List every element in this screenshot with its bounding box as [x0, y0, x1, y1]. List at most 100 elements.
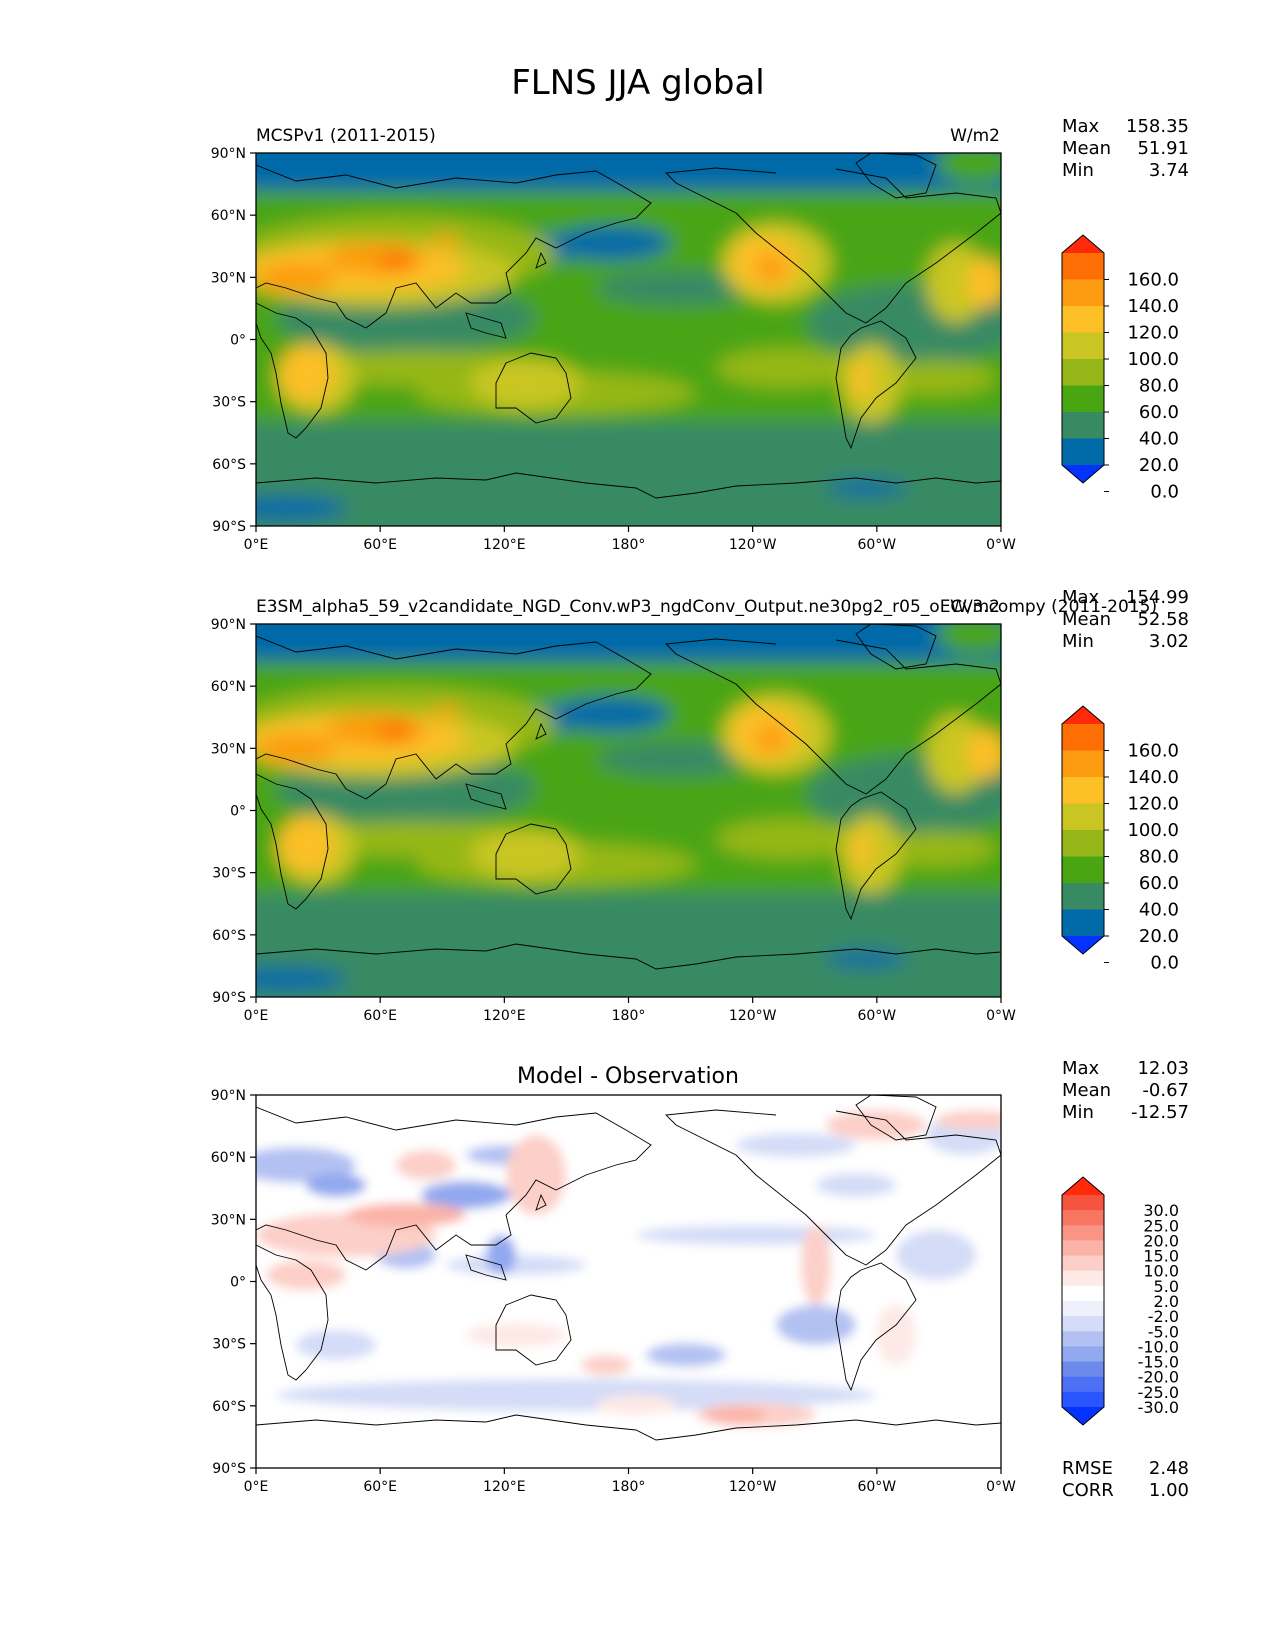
figure-title: FLNS JJA global: [511, 63, 765, 103]
panel-difference-colorbar: 30.025.020.015.010.05.02.0-2.0-5.0-10.0-…: [1061, 1176, 1179, 1426]
colorbar-label: 5.0: [1154, 1277, 1179, 1296]
panel-difference-stats: Max 12.03 Mean -0.67 Min -12.57: [1062, 1058, 1189, 1123]
lon-tick-label: 120°W: [729, 1479, 777, 1495]
stat-value: 51.91: [1137, 138, 1189, 159]
colorbar-label: 20.0: [1139, 455, 1179, 476]
lat-tick-label: 90°N: [211, 1088, 246, 1104]
lon-tick-label: 180°: [612, 1008, 646, 1024]
lon-tick-label: 120°E: [483, 537, 526, 553]
lon-tick-label: 0°E: [244, 537, 269, 553]
colorbar-extend-max: [1062, 1177, 1104, 1195]
lon-tick-label: 0°W: [986, 537, 1016, 553]
stat-label: Mean: [1062, 609, 1111, 630]
panel-test-colorbar: 160.0 140.0 120.0 100.0 80.0 60.0 40.0 20.0 0.0: [1061, 234, 1179, 503]
lat-tick-label: 90°N: [211, 146, 246, 162]
stat-label: Min: [1062, 160, 1094, 181]
colorbar-swatch: [1062, 385, 1104, 413]
lat-tick-label: 60°S: [212, 928, 246, 944]
lat-tick-label: 0°: [230, 333, 246, 349]
colorbar-swatch: [1062, 883, 1104, 910]
colorbar-swatch: [1062, 1301, 1104, 1317]
colorbar-label: 20.0: [1139, 926, 1179, 947]
colorbar-extend-max: [1062, 235, 1104, 253]
panel-test-field: [256, 153, 1001, 526]
stat-value: 3.74: [1149, 160, 1189, 181]
colorbar-swatch: [1062, 803, 1104, 831]
stat-value: 12.03: [1137, 1058, 1189, 1079]
colorbar-swatch: [1062, 1240, 1104, 1256]
lon-tick-label: 120°W: [729, 537, 777, 553]
panel-test-title: MCSPv1 (2011-2015): [256, 126, 436, 146]
lat-tick-label: 30°N: [211, 741, 246, 757]
stat-label: Max: [1062, 1058, 1100, 1079]
stat-label: Min: [1062, 1102, 1094, 1123]
lat-tick-label: 0°: [230, 1275, 246, 1291]
colorbar-label: 60.0: [1139, 873, 1179, 894]
lon-tick-label: 120°W: [729, 1008, 777, 1024]
lat-tick-label: 60°S: [212, 457, 246, 473]
lon-tick-label: 120°E: [483, 1008, 526, 1024]
panel-reference: E3SM_alpha5_59_v2candidate_NGD_Conv.wP3_…: [211, 587, 1189, 1024]
lat-tick-label: 60°N: [211, 679, 246, 695]
stat-value: 154.99: [1126, 587, 1189, 608]
lat-tick-label: 60°N: [211, 208, 246, 224]
lon-tick-label: 60°E: [363, 1008, 397, 1024]
lat-tick-label: 90°S: [212, 1461, 246, 1477]
stat-value: -0.67: [1142, 1080, 1189, 1101]
colorbar-label: 25.0: [1143, 1216, 1179, 1235]
colorbar-label: 10.0: [1143, 1262, 1179, 1281]
colorbar-swatch: [1062, 1346, 1104, 1362]
stat-value: 2.48: [1149, 1458, 1189, 1479]
colorbar-label: 20.0: [1143, 1231, 1179, 1250]
colorbar-label: -5.0: [1148, 1322, 1179, 1341]
colorbar-label: -10.0: [1138, 1337, 1179, 1356]
colorbar-swatch: [1062, 1331, 1104, 1347]
lat-tick-label: 90°S: [212, 990, 246, 1006]
colorbar-swatch: [1062, 1225, 1104, 1241]
colorbar-label: 160.0: [1127, 270, 1179, 291]
colorbar-label: 100.0: [1127, 820, 1179, 841]
stat-label: Min: [1062, 631, 1094, 652]
colorbar-label: -2.0: [1148, 1307, 1179, 1326]
colorbar-swatch: [1062, 724, 1104, 751]
stat-label: Max: [1062, 116, 1100, 137]
colorbar-swatch: [1062, 253, 1104, 280]
lat-tick-label: 60°S: [212, 1399, 246, 1415]
colorbar-swatch: [1062, 438, 1104, 466]
panel-reference-axes: 90°N 60°N 30°N 0° 30°S 60°S 90°S 0°E 60°E 120°E 18…: [211, 617, 1016, 1024]
panel-reference-stats: Max 154.99 Mean 52.58 Min 3.02: [1062, 587, 1189, 652]
lon-tick-label: 60°W: [857, 1008, 896, 1024]
stat-label: Mean: [1062, 1080, 1111, 1101]
lat-tick-label: 30°S: [212, 395, 246, 411]
panel-difference-axes: 90°N 60°N 30°N 0° 30°S 60°S 90°S 0°E 60°E 120°E 18…: [211, 1088, 1016, 1495]
colorbar-swatch: [1062, 1316, 1104, 1332]
colorbar-swatch: [1062, 1270, 1104, 1287]
lon-tick-label: 180°: [612, 537, 646, 553]
panel-reference-title: E3SM_alpha5_59_v2candidate_NGD_Conv.wP3_…: [256, 597, 1157, 617]
stat-label: Max: [1062, 587, 1100, 608]
lat-tick-label: 0°: [230, 804, 246, 820]
colorbar-extend-min: [1062, 1407, 1104, 1425]
lat-tick-label: 90°N: [211, 617, 246, 633]
colorbar-swatch: [1062, 1285, 1104, 1302]
lon-tick-label: 0°E: [244, 1008, 269, 1024]
panel-reference-colorbar: 160.0 140.0 120.0 100.0 80.0 60.0 40.0 20.0 0.0: [1061, 705, 1179, 974]
colorbar-label: -20.0: [1138, 1368, 1179, 1387]
panel-reference-units: W/m2: [950, 597, 1000, 617]
panel-test-coastlines: [256, 153, 1001, 499]
panel-test-units: W/m2: [950, 126, 1000, 146]
colorbar-swatch: [1062, 332, 1104, 360]
lon-tick-label: 60°W: [857, 1479, 896, 1495]
colorbar-label: 80.0: [1139, 847, 1179, 868]
colorbar-label: 40.0: [1139, 900, 1179, 921]
lon-tick-label: 0°W: [986, 1479, 1016, 1495]
colorbar-swatch: [1062, 1391, 1104, 1408]
panel-difference-coastlines: [256, 1095, 1001, 1441]
lat-tick-label: 60°N: [211, 1150, 246, 1166]
lon-tick-label: 0°E: [244, 1479, 269, 1495]
lat-tick-label: 30°N: [211, 1212, 246, 1228]
lon-tick-label: 0°W: [986, 1008, 1016, 1024]
colorbar-label: 0.0: [1150, 953, 1179, 974]
colorbar-label: -25.0: [1138, 1383, 1179, 1402]
colorbar-swatch: [1062, 1195, 1104, 1211]
